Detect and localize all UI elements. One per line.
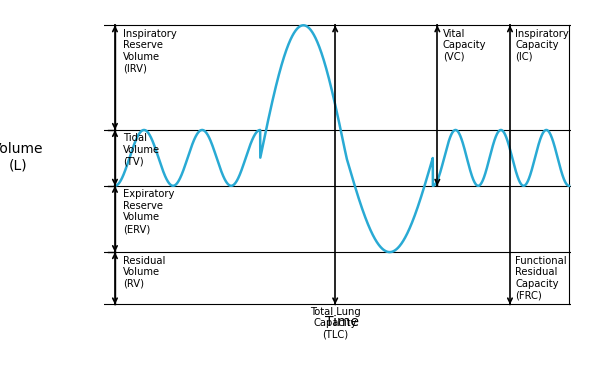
Text: Total Lung
Capacity
(TLC): Total Lung Capacity (TLC) xyxy=(310,307,361,340)
Text: Tidal
Volume
(TV): Tidal Volume (TV) xyxy=(123,134,160,167)
Text: Functional
Residual
Capacity
(FRC): Functional Residual Capacity (FRC) xyxy=(516,255,567,300)
Text: Vital
Capacity
(VC): Vital Capacity (VC) xyxy=(443,29,486,62)
Text: Expiratory
Reserve
Volume
(ERV): Expiratory Reserve Volume (ERV) xyxy=(123,189,175,234)
Text: Inspiratory
Capacity
(IC): Inspiratory Capacity (IC) xyxy=(516,29,569,62)
Text: Volume
(L): Volume (L) xyxy=(0,142,43,172)
Text: Time: Time xyxy=(325,315,359,329)
Text: Residual
Volume
(RV): Residual Volume (RV) xyxy=(123,255,166,289)
Text: Inspiratory
Reserve
Volume
(IRV): Inspiratory Reserve Volume (IRV) xyxy=(123,29,177,74)
